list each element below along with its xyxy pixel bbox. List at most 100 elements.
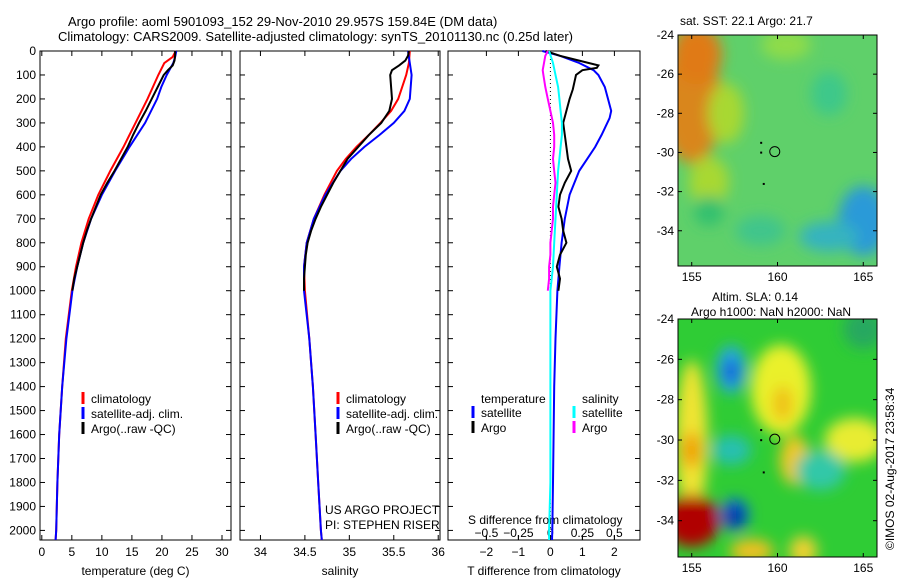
lon-tick-label: 155 [682, 561, 702, 575]
y-tick-label: 2000 [9, 523, 36, 537]
y-tick-label: 500 [16, 164, 36, 178]
y-tick-label: 1300 [9, 356, 36, 370]
figure-title: Argo profile: aoml 5901093_152 29-Nov-20… [68, 14, 498, 29]
legend-temperature-title: temperature [481, 392, 546, 406]
x-tick-label: 36 [432, 545, 446, 559]
anomaly-patch [772, 385, 793, 422]
series-s-argo [541, 50, 557, 291]
y-tick-label: 0 [29, 44, 36, 58]
pi-label: PI: STEPHEN RISER [325, 518, 440, 532]
plot-frame-temperature [39, 50, 232, 541]
anomaly-patch [724, 359, 739, 384]
anomaly-patch [789, 535, 818, 557]
x-tick-label: 5 [68, 545, 75, 559]
y-tick-label: 300 [16, 116, 36, 130]
previous-position-dot [762, 182, 765, 185]
y-tick-label: 1800 [9, 475, 36, 489]
x-tick-label: 34 [254, 545, 268, 559]
legend-salinity-title: salinity [582, 392, 619, 406]
lon-tick-label: 155 [682, 270, 702, 284]
legend-label: satellite [481, 406, 522, 420]
x-tick-label: 0 [547, 545, 554, 559]
x-tick-label: 35 [343, 545, 357, 559]
argo-position-marker [769, 146, 781, 158]
x-axis-label: salinity [322, 564, 359, 578]
series-satellite-adj-clim- [303, 50, 413, 541]
anomaly-patch [798, 221, 859, 252]
s-diff-tick-label: −0.25 [503, 526, 534, 540]
anomaly-patch [795, 450, 846, 491]
series-t-argo [545, 50, 601, 291]
series-s-satellite [548, 50, 563, 540]
y-tick-label: 200 [16, 92, 36, 106]
x-tick-label: 34.5 [293, 545, 317, 559]
anomaly-patch [726, 507, 743, 526]
x-tick-label: 0 [38, 545, 45, 559]
project-label: US ARGO PROJECT [325, 503, 440, 517]
series-climatology [54, 50, 177, 541]
lon-tick-label: 165 [853, 561, 873, 575]
series-t-satellite [542, 50, 613, 541]
x-tick-label: 2 [611, 545, 618, 559]
anomaly-patch [693, 196, 724, 227]
y-tick-label: 800 [16, 236, 36, 250]
sla-map-field [678, 319, 877, 557]
legend-label: climatology [91, 392, 151, 406]
series-argo-raw-qc- [71, 51, 177, 291]
lat-tick-label: -28 [657, 106, 675, 120]
anomaly-patch [678, 35, 722, 85]
lat-tick-label: -30 [657, 145, 675, 159]
s-diff-tick-label: 0.25 [571, 526, 595, 540]
y-tick-label: 1100 [10, 308, 36, 322]
y-tick-label: 100 [16, 68, 36, 82]
anomaly-patch [688, 156, 729, 207]
sst-map-field [678, 35, 877, 266]
previous-position-dot [760, 429, 763, 432]
y-tick-label: 1400 [9, 380, 36, 394]
s-diff-tick-label: 0 [547, 526, 554, 540]
anomaly-patch [708, 83, 745, 144]
sst-map-title: sat. SST: 22.1 Argo: 21.7 [680, 14, 813, 28]
y-tick-label: 1900 [9, 499, 36, 513]
lon-tick-label: 165 [853, 270, 873, 284]
x-tick-label: −2 [480, 545, 494, 559]
x-tick-label: −1 [512, 545, 526, 559]
argo-position-marker [769, 433, 781, 445]
legend-label: Argo(..raw -QC) [91, 422, 176, 436]
anomaly-patch [711, 435, 752, 466]
x-tick-label: 10 [95, 545, 109, 559]
x-tick-label: 1 [579, 545, 586, 559]
s-diff-axis-label: S difference from climatology [468, 513, 623, 527]
legend-label: Argo(..raw -QC) [346, 422, 431, 436]
y-tick-label: 1700 [9, 452, 36, 466]
series-satellite-adj-clim- [54, 50, 178, 541]
anomaly-patch [729, 538, 774, 557]
previous-position-dot [760, 439, 763, 442]
lat-tick-label: -32 [657, 473, 675, 487]
anomaly-patch [735, 215, 786, 246]
previous-position-dot [762, 471, 765, 474]
map-anomalies [678, 35, 877, 256]
s-diff-tick-label: 0.5 [606, 526, 623, 540]
y-tick-label: 1600 [9, 428, 36, 442]
y-tick-label: 700 [16, 212, 36, 226]
lat-tick-label: -34 [657, 514, 675, 528]
lat-tick-label: -32 [657, 185, 675, 199]
anomaly-patch [810, 71, 847, 116]
previous-position-dot [760, 141, 763, 144]
y-tick-label: 400 [16, 140, 36, 154]
x-tick-label: 30 [215, 545, 229, 559]
legend-label: Argo [481, 421, 507, 435]
x-axis-label: T difference from climatology [467, 564, 621, 578]
lat-tick-label: -34 [657, 224, 675, 238]
lat-tick-label: -30 [657, 433, 675, 447]
legend-label: satellite [582, 406, 623, 420]
sla-map-subtitle: Argo h1000: NaN h2000: NaN [691, 305, 852, 319]
lon-tick-label: 160 [767, 561, 787, 575]
x-tick-label: 15 [125, 545, 139, 559]
y-tick-label: 600 [16, 188, 36, 202]
lon-tick-label: 160 [767, 270, 787, 284]
legend-label: climatology [346, 392, 406, 406]
y-tick-label: 1200 [9, 332, 36, 346]
